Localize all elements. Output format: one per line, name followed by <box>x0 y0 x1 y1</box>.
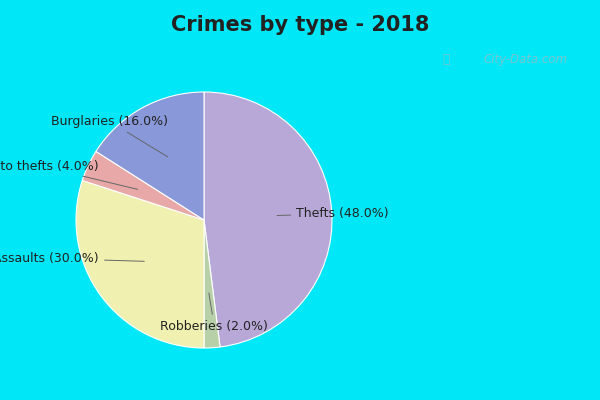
Text: ⓘ: ⓘ <box>443 52 450 66</box>
Wedge shape <box>76 180 204 348</box>
Wedge shape <box>82 152 204 220</box>
Text: Burglaries (16.0%): Burglaries (16.0%) <box>51 115 168 157</box>
Text: Auto thefts (4.0%): Auto thefts (4.0%) <box>0 160 137 189</box>
Text: Assaults (30.0%): Assaults (30.0%) <box>0 252 144 265</box>
Text: Robberies (2.0%): Robberies (2.0%) <box>160 293 268 333</box>
Text: Thefts (48.0%): Thefts (48.0%) <box>277 207 389 220</box>
Text: Crimes by type - 2018: Crimes by type - 2018 <box>171 15 429 35</box>
Wedge shape <box>96 92 204 220</box>
Wedge shape <box>204 220 220 348</box>
Text: City-Data.com: City-Data.com <box>484 52 568 66</box>
Wedge shape <box>204 92 332 347</box>
